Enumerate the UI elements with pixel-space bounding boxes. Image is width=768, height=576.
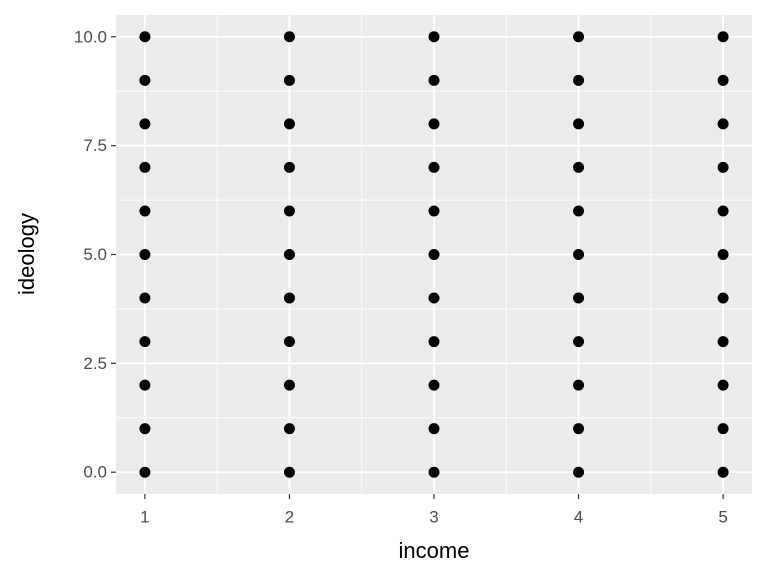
y-tick-label: 7.5 <box>83 136 107 155</box>
x-tick-label: 4 <box>574 507 583 526</box>
point <box>717 292 729 304</box>
point <box>283 249 295 260</box>
point <box>283 205 295 217</box>
point <box>139 423 151 435</box>
point <box>573 292 585 304</box>
point <box>139 249 151 260</box>
point <box>428 74 440 86</box>
point <box>573 466 585 478</box>
point <box>428 292 440 304</box>
point <box>139 205 151 217</box>
point <box>283 423 295 435</box>
point <box>573 161 585 173</box>
point <box>428 336 440 348</box>
point <box>717 336 729 348</box>
point <box>283 31 295 43</box>
point <box>139 31 151 43</box>
point <box>139 292 151 304</box>
point <box>139 161 151 173</box>
point <box>283 118 295 130</box>
point <box>139 74 151 86</box>
y-tick-label: 10.0 <box>74 27 107 46</box>
point <box>139 466 151 478</box>
y-tick-label: 0.0 <box>83 463 107 482</box>
y-tick-label: 2.5 <box>83 354 107 373</box>
point <box>717 118 729 130</box>
y-tick-label: 5.0 <box>83 245 107 264</box>
point <box>428 118 440 130</box>
point <box>717 205 729 217</box>
point <box>428 205 440 217</box>
point <box>573 336 585 348</box>
point <box>717 74 729 86</box>
point <box>283 74 295 86</box>
point <box>428 423 440 435</box>
point <box>717 249 729 260</box>
point <box>717 466 729 478</box>
point <box>717 423 729 435</box>
point <box>717 161 729 173</box>
point <box>283 336 295 348</box>
x-tick-label: 5 <box>718 507 727 526</box>
point <box>139 118 151 130</box>
point <box>717 31 729 43</box>
x-tick-label: 2 <box>285 507 294 526</box>
point <box>573 118 585 130</box>
point <box>717 379 729 391</box>
point <box>428 31 440 43</box>
x-tick-label: 1 <box>140 507 149 526</box>
x-axis-title: income <box>399 538 470 563</box>
point <box>283 292 295 304</box>
point <box>139 336 151 348</box>
point <box>428 466 440 478</box>
point <box>283 379 295 391</box>
point <box>428 379 440 391</box>
marks <box>139 31 729 478</box>
y-axis-title: ideology <box>14 213 39 295</box>
point <box>283 466 295 478</box>
point <box>139 379 151 391</box>
point <box>573 249 585 260</box>
x-tick-label: 3 <box>429 507 438 526</box>
point <box>428 161 440 173</box>
point <box>573 379 585 391</box>
point <box>573 205 585 217</box>
point <box>428 249 440 260</box>
point <box>573 31 585 43</box>
point <box>573 74 585 86</box>
point <box>573 423 585 435</box>
point <box>283 161 295 173</box>
